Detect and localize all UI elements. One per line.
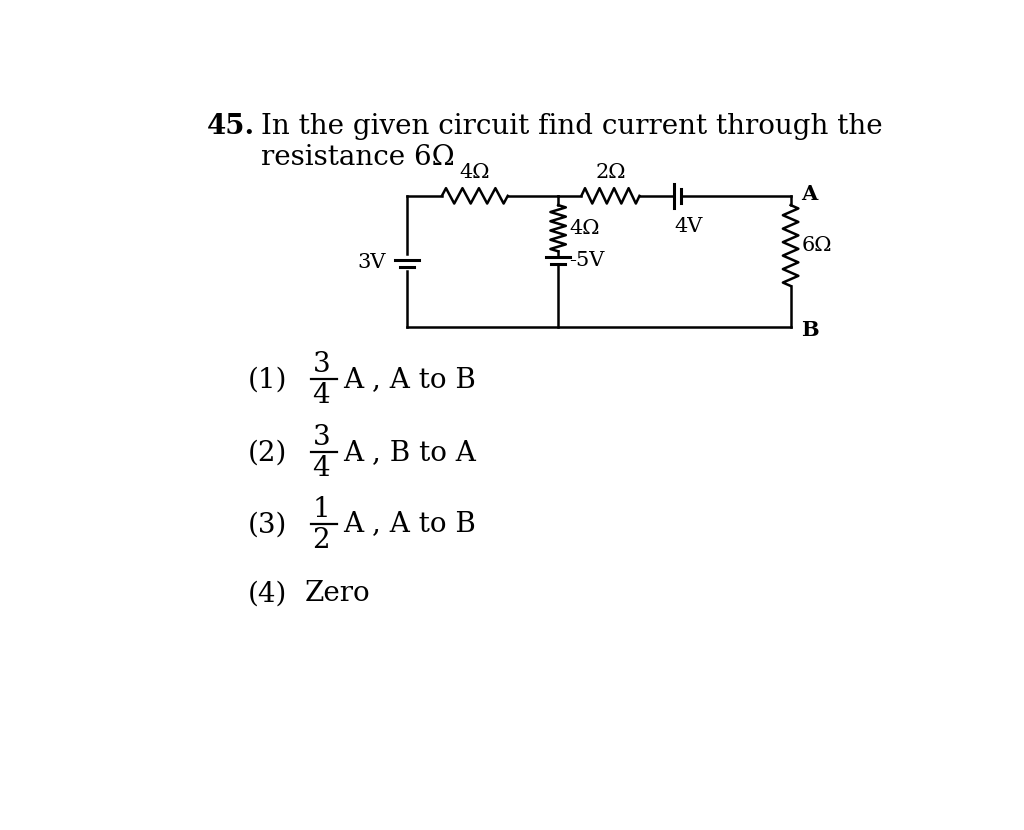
Text: 4Ω: 4Ω <box>460 163 490 182</box>
Text: -5V: -5V <box>569 251 604 271</box>
Text: Zero: Zero <box>305 580 371 608</box>
Text: (2): (2) <box>248 440 288 466</box>
Text: 4: 4 <box>312 382 330 409</box>
Text: (4): (4) <box>248 580 288 608</box>
Text: B: B <box>802 320 819 339</box>
Text: 6Ω: 6Ω <box>802 236 831 255</box>
Text: 4: 4 <box>312 455 330 482</box>
Text: (3): (3) <box>248 511 288 538</box>
Text: 45.: 45. <box>207 114 255 140</box>
Text: A , A to B: A , A to B <box>343 510 476 537</box>
Text: 4Ω: 4Ω <box>569 218 599 237</box>
Text: 2: 2 <box>312 526 330 554</box>
Text: 3V: 3V <box>357 253 386 272</box>
Text: resistance 6Ω: resistance 6Ω <box>261 144 455 171</box>
Text: (1): (1) <box>248 366 288 393</box>
Text: 2Ω: 2Ω <box>595 163 626 182</box>
Text: A , B to A: A , B to A <box>343 439 476 466</box>
Text: In the given circuit find current through the: In the given circuit find current throug… <box>261 114 883 140</box>
Text: A: A <box>802 184 818 204</box>
Text: 3: 3 <box>312 424 330 452</box>
Text: A , A to B: A , A to B <box>343 365 476 393</box>
Text: 4V: 4V <box>674 217 702 237</box>
Text: 3: 3 <box>312 351 330 378</box>
Text: 1: 1 <box>312 496 330 523</box>
